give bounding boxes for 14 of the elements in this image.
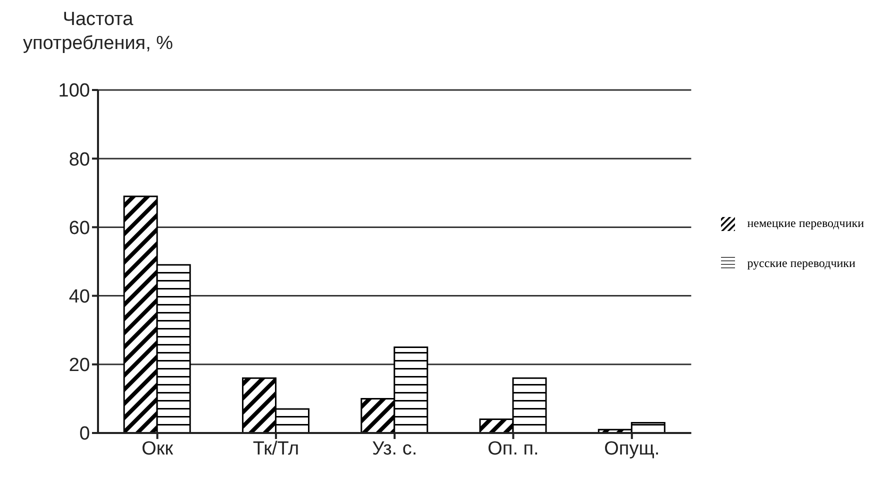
y-tick-label: 60	[68, 218, 90, 239]
x-tick-label: Окк	[142, 438, 174, 460]
legend-label: немецкие переводчики	[747, 216, 864, 230]
y-tick-label: 80	[68, 149, 90, 170]
x-tick-label: Тк/Тл	[252, 438, 300, 460]
x-tick-label: Опущ.	[604, 438, 660, 460]
x-tick-label: Оп. п.	[488, 438, 539, 460]
y-tick-label: 100	[58, 80, 90, 102]
x-tick-label: Уз. с.	[372, 438, 418, 460]
y-axis-title: Частота употребления, %	[22, 8, 174, 56]
y-tick-label: 0	[79, 424, 90, 445]
legend-label: русские переводчики	[747, 256, 856, 270]
y-tick-label: 20	[68, 355, 90, 376]
y-tick-label: 40	[68, 286, 90, 308]
